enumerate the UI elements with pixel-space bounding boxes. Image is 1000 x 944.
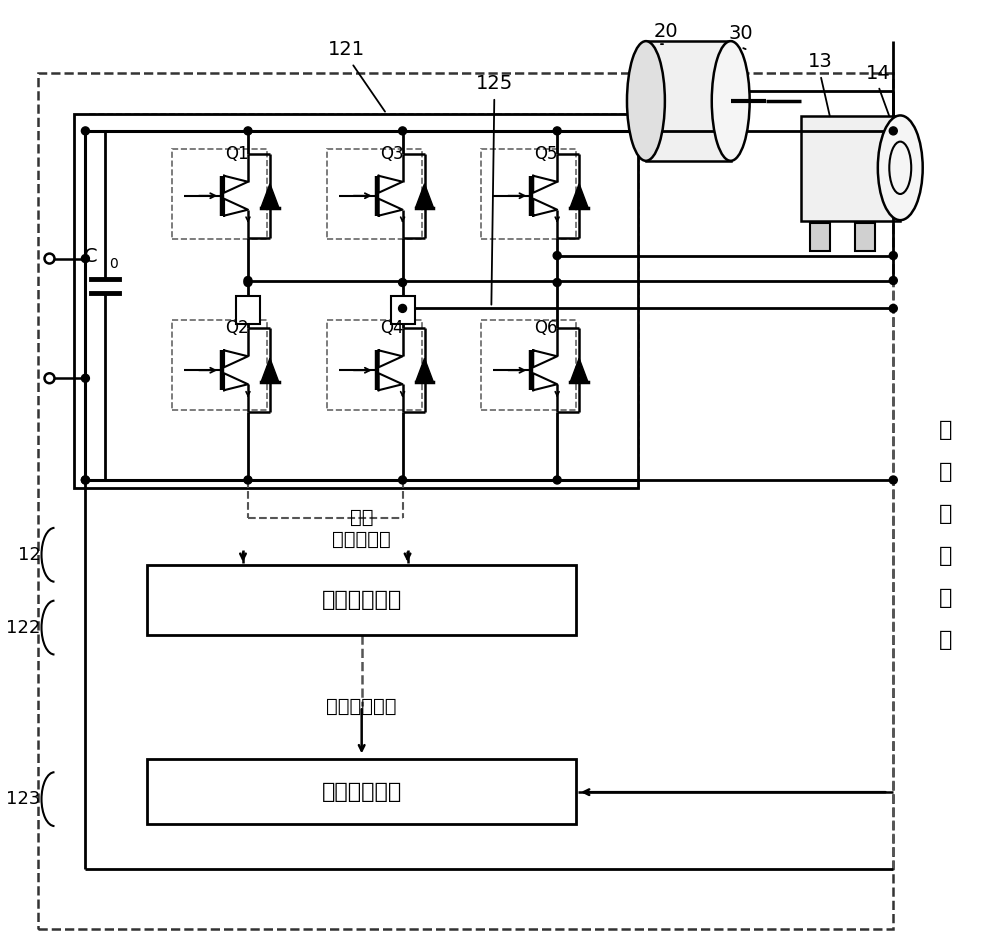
Circle shape — [399, 304, 407, 312]
Polygon shape — [261, 359, 279, 382]
Text: 30: 30 — [728, 24, 753, 42]
Text: 122: 122 — [6, 618, 41, 636]
Circle shape — [889, 304, 897, 312]
Circle shape — [399, 476, 407, 484]
Circle shape — [81, 255, 89, 262]
Bar — [172, 320, 267, 410]
Text: Q2: Q2 — [225, 319, 249, 337]
Polygon shape — [379, 350, 403, 367]
Circle shape — [889, 252, 897, 260]
Text: 14: 14 — [866, 63, 891, 82]
Circle shape — [81, 476, 89, 484]
Text: 电机: 电机 — [350, 509, 373, 528]
Polygon shape — [224, 199, 248, 215]
Circle shape — [553, 126, 561, 135]
Bar — [810, 223, 830, 250]
Text: 输: 输 — [938, 504, 952, 524]
Bar — [481, 149, 576, 239]
Circle shape — [889, 126, 897, 135]
Text: 20: 20 — [654, 22, 678, 41]
Ellipse shape — [627, 42, 665, 160]
Circle shape — [81, 126, 89, 135]
Bar — [147, 759, 576, 824]
Text: 121: 121 — [328, 40, 365, 59]
Circle shape — [889, 277, 897, 284]
Polygon shape — [379, 373, 403, 390]
Bar — [855, 223, 875, 250]
Circle shape — [399, 278, 407, 286]
Bar — [481, 320, 576, 410]
Text: 旋变解码电路: 旋变解码电路 — [322, 782, 402, 801]
Bar — [327, 149, 422, 239]
Circle shape — [553, 476, 561, 484]
Polygon shape — [224, 350, 248, 367]
Polygon shape — [533, 373, 557, 390]
Text: 12: 12 — [18, 546, 41, 564]
Polygon shape — [570, 184, 588, 208]
Polygon shape — [224, 373, 248, 390]
Text: 信: 信 — [938, 588, 952, 608]
Circle shape — [81, 476, 89, 484]
Text: 125: 125 — [476, 74, 513, 93]
Text: 123: 123 — [6, 790, 41, 808]
Bar — [391, 296, 415, 325]
Polygon shape — [261, 184, 279, 208]
Text: 相电流信号: 相电流信号 — [332, 531, 391, 549]
Text: 旋: 旋 — [938, 420, 952, 440]
Polygon shape — [379, 176, 403, 193]
Text: C: C — [84, 247, 97, 266]
Bar — [90, 114, 639, 488]
Circle shape — [553, 278, 561, 286]
Text: Q6: Q6 — [534, 319, 558, 337]
Text: Q3: Q3 — [380, 144, 403, 162]
Text: Q5: Q5 — [534, 144, 558, 162]
Text: 13: 13 — [808, 52, 833, 71]
Polygon shape — [570, 359, 588, 382]
Text: 出: 出 — [938, 546, 952, 565]
Polygon shape — [416, 184, 433, 208]
Ellipse shape — [878, 115, 923, 220]
Bar — [147, 565, 576, 634]
Polygon shape — [533, 350, 557, 367]
Circle shape — [81, 374, 89, 382]
Polygon shape — [533, 176, 557, 193]
Text: Q4: Q4 — [380, 319, 403, 337]
Circle shape — [244, 476, 252, 484]
Text: 0: 0 — [109, 257, 118, 271]
Circle shape — [399, 126, 407, 135]
Text: Q1: Q1 — [225, 144, 249, 162]
Circle shape — [244, 278, 252, 286]
Bar — [172, 149, 267, 239]
Bar — [646, 42, 731, 160]
Circle shape — [244, 126, 252, 135]
Polygon shape — [224, 176, 248, 193]
Bar — [801, 116, 900, 221]
Bar — [74, 114, 638, 488]
Polygon shape — [416, 359, 433, 382]
Text: 旋变测量角度: 旋变测量角度 — [326, 697, 397, 716]
Bar — [38, 73, 893, 929]
Circle shape — [244, 277, 252, 284]
Circle shape — [553, 252, 561, 260]
Text: 变: 变 — [938, 462, 952, 482]
Text: 号: 号 — [938, 630, 952, 649]
Polygon shape — [379, 199, 403, 215]
Circle shape — [889, 476, 897, 484]
Text: 电子控制单元: 电子控制单元 — [322, 590, 402, 610]
Ellipse shape — [712, 42, 750, 160]
Polygon shape — [533, 199, 557, 215]
Bar — [327, 320, 422, 410]
Bar — [236, 296, 260, 325]
